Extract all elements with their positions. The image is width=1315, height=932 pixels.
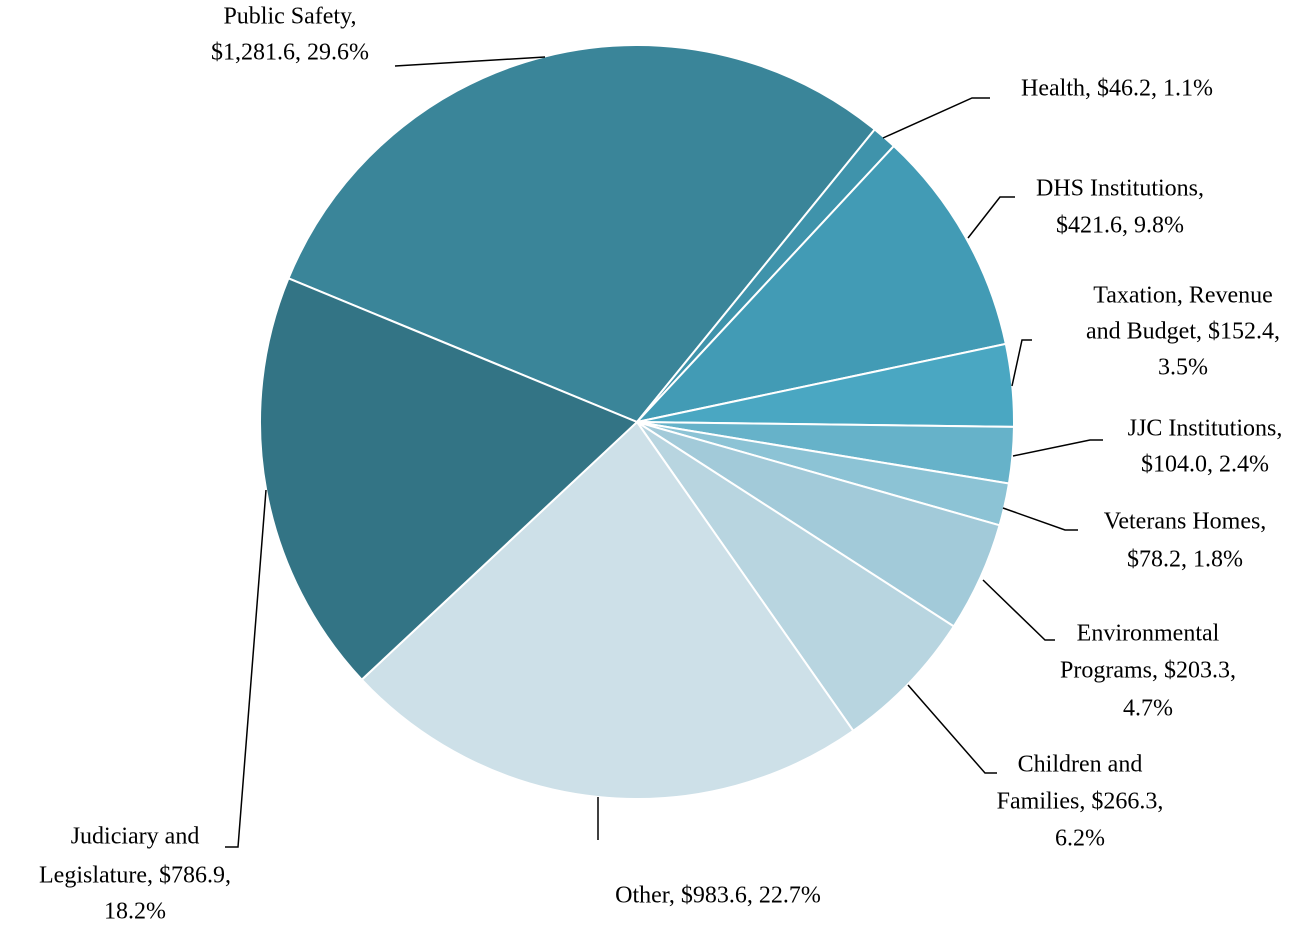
slice-label: Taxation, Revenue <box>1093 283 1273 309</box>
slice-label: Other, $983.6, 22.7% <box>615 883 821 909</box>
slice-label: Veterans Homes, <box>1104 509 1267 535</box>
pie-slice <box>259 277 639 682</box>
leader-line <box>1002 507 1078 531</box>
pie-slice <box>636 421 956 733</box>
pie-slice <box>360 420 855 800</box>
slice-label: 6.2% <box>1055 826 1105 852</box>
slice-label: 4.7% <box>1123 696 1173 722</box>
slice-label: DHS Institutions, <box>1036 176 1204 202</box>
slice-label: and Budget, $152.4, <box>1086 319 1280 345</box>
slice-label: Families, $266.3, <box>997 789 1164 815</box>
leader-line <box>882 97 990 139</box>
slice-label: Programs, $203.3, <box>1060 658 1236 684</box>
slice-label: $104.0, 2.4% <box>1141 452 1269 478</box>
slice-label: 18.2% <box>104 899 166 925</box>
leader-line <box>1011 339 1032 387</box>
slice-label: Children and <box>1018 752 1143 778</box>
slice-label: Judiciary and <box>71 824 200 850</box>
slice-label: Health, $46.2, 1.1% <box>1021 76 1213 102</box>
slice-label: Environmental <box>1077 621 1220 647</box>
slice-label: JJC Institutions, <box>1128 416 1283 442</box>
pie-slice <box>634 144 1008 424</box>
leader-line <box>907 684 997 774</box>
slice-label: Public Safety, <box>223 4 356 30</box>
slice-label: $1,281.6, 29.6% <box>211 40 369 66</box>
slice-label: $78.2, 1.8% <box>1127 547 1243 573</box>
leader-line <box>967 196 1015 239</box>
slice-label: Legislature, $786.9, <box>39 863 231 889</box>
leader-line <box>225 489 267 848</box>
slice-label: 3.5% <box>1158 355 1208 381</box>
slice-label: $421.6, 9.8% <box>1056 213 1184 239</box>
leader-line <box>982 579 1055 641</box>
leader-line <box>394 56 546 67</box>
leader-line <box>1012 439 1103 457</box>
